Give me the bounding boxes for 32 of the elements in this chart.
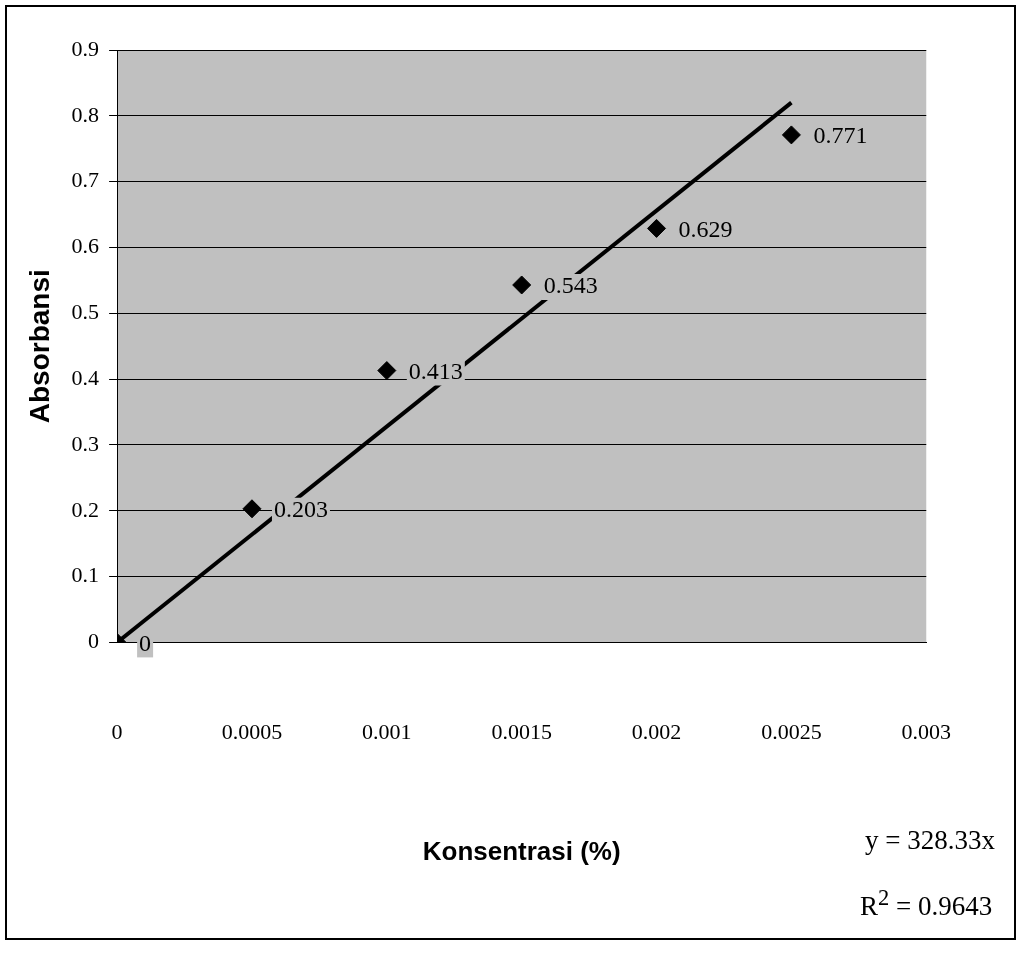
point — [377, 361, 397, 381]
y-tick-label: 0.5 — [71, 299, 100, 325]
text: y = 328.33x — [865, 825, 995, 856]
y-tick-label: 0.8 — [71, 101, 100, 127]
y-tick-label: 0.2 — [71, 496, 100, 522]
point — [512, 275, 532, 295]
data-label: 0.771 — [813, 122, 868, 149]
x-tick-label: 0.002 — [631, 719, 682, 745]
x-tick-label: 0 — [111, 719, 123, 745]
point — [781, 125, 801, 145]
y-tick-label: 0.6 — [71, 233, 100, 259]
x-tick-label: 0.0025 — [761, 719, 822, 745]
x-tick-label: 0.003 — [901, 719, 951, 745]
y-tick-label: 0.3 — [71, 430, 100, 456]
x-tick-label: 0.001 — [362, 719, 412, 745]
y-tick-label: 0.7 — [71, 167, 100, 193]
x-axis-title: Konsentrasi (%) — [422, 835, 621, 866]
data-label: 0 — [139, 629, 152, 656]
data-label: 0.203 — [273, 496, 328, 523]
data-label: 0.629 — [678, 215, 733, 242]
y-tick-label: 0.9 — [71, 35, 100, 61]
y-tick-label: 0 — [88, 628, 100, 654]
point — [647, 218, 667, 238]
x-tick-label: 0.0015 — [491, 719, 552, 745]
data-label: 0.543 — [543, 272, 598, 299]
y-axis-title: Absorbansi — [23, 269, 55, 424]
y-tick-label: 0.4 — [71, 364, 100, 390]
data-label: 0.413 — [408, 357, 463, 384]
point — [242, 499, 262, 519]
x-tick-label: 0.0005 — [221, 719, 283, 745]
y-tick-label: 0.1 — [71, 562, 100, 588]
text: R$^{2}$ = 0.9643 — [860, 885, 993, 922]
